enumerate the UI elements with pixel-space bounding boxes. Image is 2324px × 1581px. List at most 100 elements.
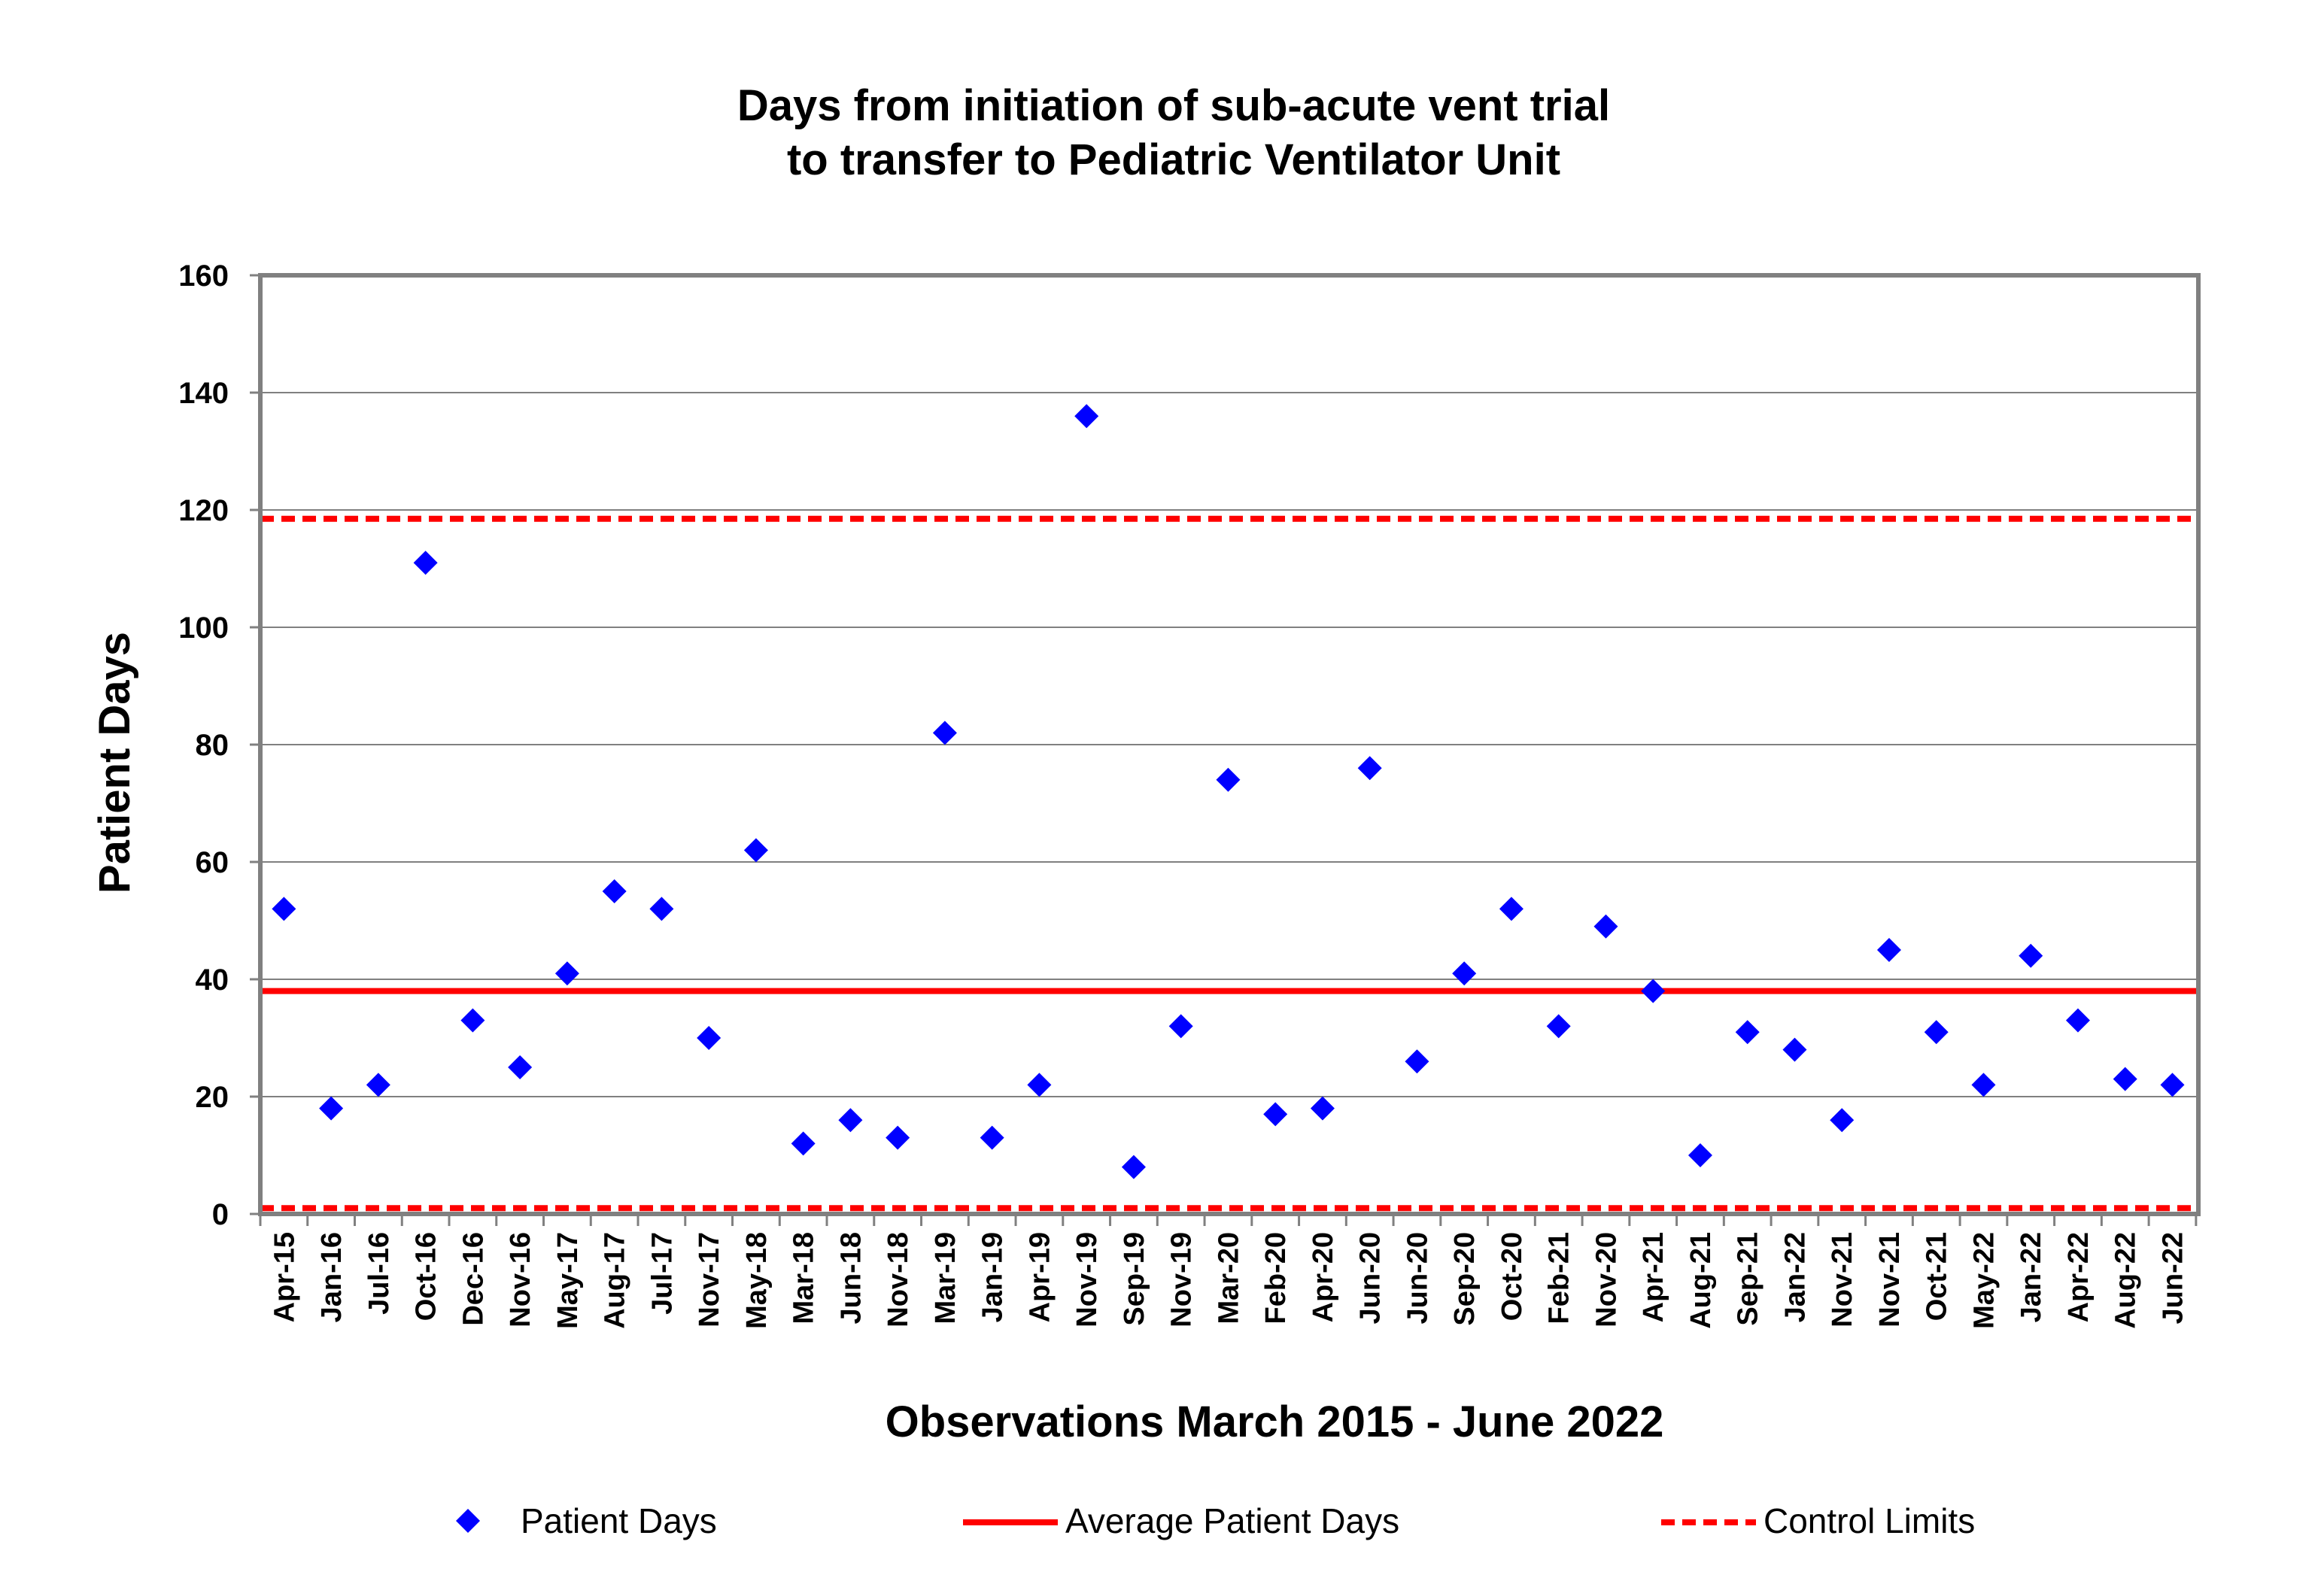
x-tick-label: Nov-19 <box>1071 1232 1103 1328</box>
data-point <box>2065 1008 2090 1033</box>
x-tick-label: Jan-22 <box>2016 1232 2047 1322</box>
x-tick-label: Nov-21 <box>1827 1232 1858 1328</box>
x-tick-label: May-18 <box>741 1232 773 1329</box>
data-point <box>1546 1014 1571 1039</box>
plot-area-border <box>258 273 2201 1216</box>
data-point <box>1688 1143 1712 1167</box>
data-point <box>791 1131 816 1156</box>
legend-item-control-limits: Control Limits <box>1661 1501 1975 1540</box>
data-point <box>1971 1073 1996 1097</box>
x-tick-label: Sep-21 <box>1733 1232 1764 1326</box>
x-tick-label: Nov-16 <box>505 1232 536 1328</box>
x-tick-label: Jul-16 <box>363 1232 395 1315</box>
y-tick-label: 100 <box>178 611 229 645</box>
data-point <box>1782 1037 1807 1062</box>
data-point <box>1168 1014 1193 1039</box>
data-point <box>1357 756 1382 781</box>
x-tick-label: Nov-20 <box>1590 1232 1622 1328</box>
x-tick-label: Mar-18 <box>788 1232 820 1325</box>
data-point <box>413 551 438 575</box>
x-tick-label: Oct-21 <box>1921 1232 1953 1321</box>
legend-label-average: Average Patient Days <box>1065 1501 1399 1540</box>
data-point <box>1735 1020 1760 1045</box>
data-point <box>1452 961 1477 986</box>
y-tick-label: 0 <box>212 1198 229 1231</box>
y-axis-title: Patient Days <box>90 632 139 894</box>
data-point <box>319 1096 344 1121</box>
legend-item-patient-days: Patient Days <box>456 1501 717 1540</box>
x-tick-label: Nov-19 <box>1166 1232 1198 1328</box>
x-axis-title: Observations March 2015 - June 2022 <box>886 1397 1664 1446</box>
data-point <box>508 1055 533 1079</box>
x-tick-label: May-22 <box>1968 1232 2000 1329</box>
x-tick-label: Mar-19 <box>930 1232 961 1325</box>
x-tick-label: Apr-19 <box>1024 1232 1056 1322</box>
data-point <box>649 897 674 921</box>
data-point <box>838 1108 863 1133</box>
x-tick-label: Oct-16 <box>411 1232 442 1321</box>
chart-title-line-2: to transfer to Pediatric Ventilator Unit <box>787 135 1560 184</box>
chart-title-line-1: Days from initiation of sub-acute vent t… <box>737 81 1610 130</box>
x-tick-label: Jun-20 <box>1402 1232 1433 1324</box>
x-tick-label: Jan-19 <box>977 1232 1009 1322</box>
legend: Patient Days Average Patient Days Contro… <box>456 1501 1975 1540</box>
x-tick-label: Jan-16 <box>316 1232 348 1322</box>
x-tick-label: Oct-20 <box>1496 1232 1528 1321</box>
x-tick-label: Feb-21 <box>1544 1232 1575 1324</box>
data-point <box>886 1125 910 1150</box>
x-tick-label: Mar-20 <box>1213 1232 1244 1325</box>
legend-label-patient-days: Patient Days <box>521 1501 717 1540</box>
x-tick-label: Jan-22 <box>1779 1232 1811 1322</box>
data-point <box>1641 979 1666 1003</box>
reference-lines <box>260 515 2198 1212</box>
x-tick-label: Apr-21 <box>1638 1232 1669 1322</box>
x-tick-label: Nov-17 <box>694 1232 725 1328</box>
data-point <box>272 897 296 921</box>
y-axis-ticks: 0 20 40 60 80 100 120 140 160 <box>178 259 260 1231</box>
gridlines <box>260 392 2198 1097</box>
x-tick-label: Dec-16 <box>457 1232 489 1326</box>
y-tick-label: 20 <box>196 1081 229 1114</box>
data-point <box>932 721 957 745</box>
data-points <box>272 404 2185 1179</box>
legend-label-control-limits: Control Limits <box>1764 1501 1975 1540</box>
legend-diamond-icon <box>456 1509 480 1533</box>
y-tick-label: 80 <box>196 729 229 762</box>
data-point <box>460 1008 485 1033</box>
x-tick-label: Sep-20 <box>1449 1232 1481 1326</box>
data-point <box>1216 767 1241 792</box>
data-point <box>1830 1108 1855 1133</box>
data-point <box>602 879 627 903</box>
data-point <box>1876 938 1901 962</box>
x-tick-label: Apr-22 <box>2063 1232 2095 1322</box>
x-tick-label: Aug-22 <box>2110 1232 2142 1329</box>
data-point <box>1593 914 1618 939</box>
x-tick-label: Jun-22 <box>2157 1232 2189 1324</box>
x-tick-label: Aug-17 <box>600 1232 631 1329</box>
x-tick-label: Jul-17 <box>646 1232 678 1315</box>
x-tick-label: Apr-15 <box>269 1232 300 1322</box>
x-tick-label: Jun-18 <box>835 1232 867 1324</box>
y-tick-label: 140 <box>178 377 229 410</box>
data-point <box>743 838 768 863</box>
y-tick-label: 40 <box>196 963 229 997</box>
data-point <box>1924 1020 1949 1045</box>
data-point <box>2113 1067 2137 1091</box>
data-point <box>1405 1049 1429 1074</box>
data-point <box>980 1125 1004 1150</box>
data-point <box>2019 943 2043 968</box>
data-point <box>554 961 579 986</box>
x-axis-ticks: Apr-15 Jan-16 Jul-16 Oct-16 Dec-16 Nov-16 May-… <box>259 1214 2198 1329</box>
data-point <box>366 1073 390 1097</box>
data-point <box>1499 897 1524 921</box>
y-tick-label: 120 <box>178 494 229 527</box>
y-tick-label: 60 <box>196 846 229 879</box>
x-tick-label: Aug-21 <box>1685 1232 1717 1329</box>
x-tick-label: Nov-21 <box>1874 1232 1906 1328</box>
legend-item-average: Average Patient Days <box>963 1501 1399 1540</box>
x-tick-label: Feb-20 <box>1260 1232 1292 1324</box>
y-tick-label: 160 <box>178 259 229 293</box>
data-point <box>1310 1096 1335 1121</box>
data-point <box>2160 1073 2185 1097</box>
